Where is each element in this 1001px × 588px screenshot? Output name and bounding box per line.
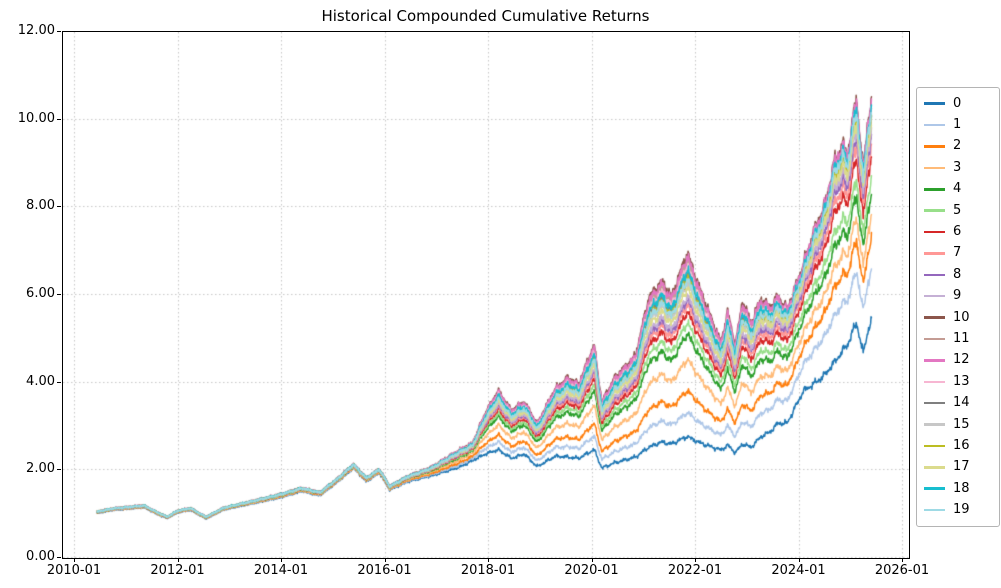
legend-label: 17	[953, 459, 970, 475]
chart-title: Historical Compounded Cumulative Returns	[321, 7, 650, 25]
legend-line-swatch	[924, 380, 945, 384]
y-tick-label: 4.00	[26, 373, 55, 389]
x-tick-mark-2026-01	[902, 558, 903, 562]
legend-line-swatch	[924, 102, 945, 105]
x-tick-mark-2014-01	[281, 558, 282, 562]
y-tick-label: 6.00	[26, 286, 55, 301]
legend-line-swatch	[924, 252, 945, 255]
legend-label: 5	[953, 202, 962, 218]
legend-entry-18: 18	[924, 478, 995, 499]
y-tick-mark-12.00	[57, 31, 61, 32]
x-tick-mark-2012-01	[177, 558, 179, 562]
x-tick-label: 2024-01	[771, 563, 826, 578]
x-tick-label: 2018-01	[460, 563, 516, 578]
legend-entry-12: 12	[924, 350, 995, 371]
legend-label: 1	[953, 117, 962, 133]
legend-label: 18	[953, 480, 970, 496]
legend-line-swatch	[924, 294, 945, 298]
legend-line-swatch	[924, 145, 945, 148]
legend-label: 7	[953, 245, 962, 261]
legend-entry-10: 10	[924, 307, 995, 328]
legend-line-swatch	[924, 401, 945, 405]
legend-label: 0	[953, 95, 962, 111]
legend-label: 10	[953, 309, 970, 325]
y-tick-mark-4.00	[57, 381, 61, 383]
legend-label: 16	[953, 437, 970, 453]
legend-entry-0: 0	[924, 93, 995, 114]
legend-entry-5: 5	[924, 200, 995, 221]
x-tick-label: 2016-01	[357, 563, 412, 578]
legend-entry-7: 7	[924, 243, 995, 264]
legend-entry-14: 14	[924, 392, 995, 413]
y-tick-label: 0.00	[26, 549, 55, 564]
x-tick-mark-2022-01	[695, 558, 696, 562]
legend-line-swatch	[924, 166, 945, 170]
legend-label: 8	[953, 266, 962, 282]
legend-entry-15: 15	[924, 414, 995, 435]
plot-canvas	[63, 32, 909, 558]
legend-label: 12	[953, 352, 970, 368]
legend-entry-13: 13	[924, 371, 995, 392]
x-tick-mark-2024-01	[798, 558, 800, 562]
legend-entry-6: 6	[924, 221, 995, 242]
legend-entry-19: 19	[924, 499, 995, 520]
legend-line-swatch	[924, 359, 945, 362]
legend-entry-8: 8	[924, 264, 995, 285]
legend-line-swatch	[924, 316, 945, 319]
legend-entry-16: 16	[924, 435, 995, 456]
legend-entry-2: 2	[924, 136, 995, 157]
legend-label: 4	[953, 181, 962, 197]
x-tick-label: 2014-01	[253, 563, 309, 578]
legend-line-swatch	[924, 508, 945, 512]
legend-label: 15	[953, 416, 970, 432]
legend-entry-9: 9	[924, 286, 995, 307]
legend-line-swatch	[924, 209, 945, 212]
legend-label: 11	[953, 330, 970, 346]
y-tick-mark-0.00	[57, 557, 61, 558]
legend-line-swatch	[924, 273, 945, 277]
y-tick-label: 10.00	[17, 110, 55, 126]
y-tick-mark-8.00	[57, 206, 61, 208]
legend-label: 19	[953, 502, 970, 518]
x-tick-mark-2020-01	[591, 558, 593, 562]
legend-line-swatch	[924, 444, 945, 448]
legend-label: 13	[953, 373, 970, 389]
legend-entry-17: 17	[924, 457, 995, 478]
legend-entry-11: 11	[924, 328, 995, 349]
x-tick-mark-2016-01	[384, 558, 386, 562]
legend-label: 3	[953, 159, 962, 175]
plot-area	[62, 31, 910, 559]
legend-entry-1: 1	[924, 114, 995, 135]
legend: 0 1 2 3 4 5 6 7 8 9 10 11 12 13 14 15 16 17 18 19	[916, 87, 1000, 527]
x-tick-label: 2022-01	[667, 563, 723, 578]
legend-entry-4: 4	[924, 179, 995, 200]
legend-line-swatch	[924, 423, 945, 426]
y-tick-label: 8.00	[26, 198, 55, 214]
legend-line-swatch	[924, 337, 945, 341]
y-tick-label: 2.00	[26, 461, 55, 477]
legend-label: 9	[953, 288, 962, 304]
y-tick-mark-10.00	[57, 118, 61, 120]
legend-label: 6	[953, 224, 962, 240]
legend-line-swatch	[924, 188, 945, 191]
y-tick-mark-2.00	[57, 469, 61, 471]
y-tick-label: 12.00	[17, 23, 55, 38]
x-tick-label: 2010-01	[46, 563, 102, 578]
x-tick-label: 2020-01	[564, 563, 619, 578]
x-tick-label: 2026-01	[874, 563, 930, 578]
legend-line-swatch	[924, 487, 945, 490]
y-tick-mark-6.00	[57, 294, 61, 295]
legend-line-swatch	[924, 123, 945, 127]
x-tick-label: 2012-01	[150, 563, 205, 578]
x-tick-mark-2010-01	[74, 558, 75, 562]
x-tick-mark-2018-01	[488, 558, 489, 562]
legend-label: 14	[953, 395, 970, 411]
legend-entry-3: 3	[924, 157, 995, 178]
legend-line-swatch	[924, 230, 945, 234]
legend-line-swatch	[924, 466, 945, 469]
legend-label: 2	[953, 138, 962, 154]
